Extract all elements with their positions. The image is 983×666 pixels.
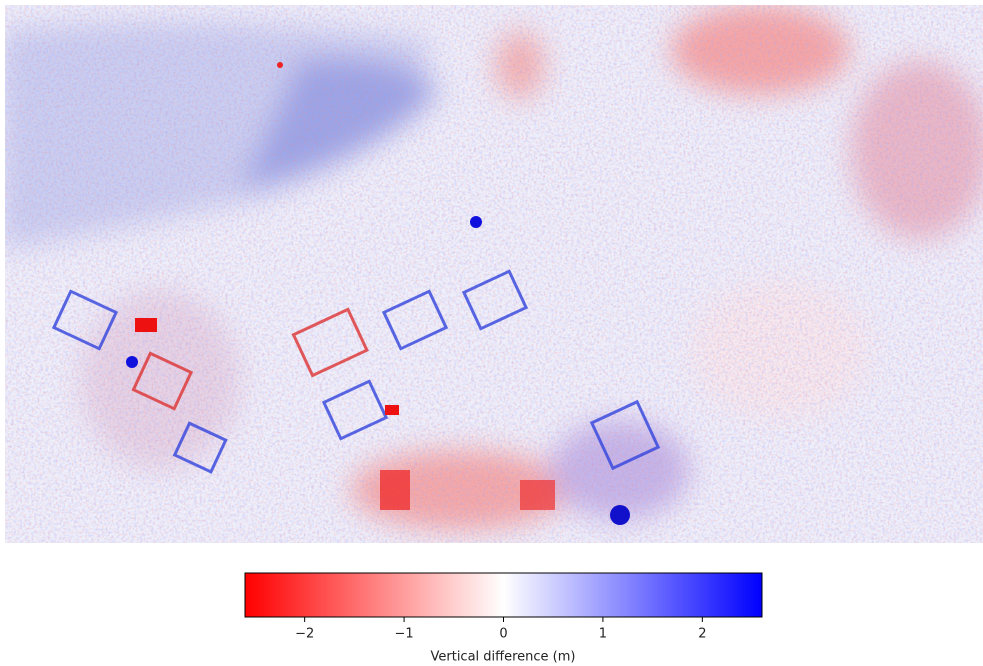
tick-label: −1 (394, 627, 413, 642)
tick-label: 2 (698, 627, 706, 642)
tick-label: 1 (599, 627, 607, 642)
figure: Vertical difference (m) −2 −1 0 1 2 (0, 0, 983, 666)
tick-label: −2 (295, 627, 314, 642)
colorbar-ramp (245, 573, 762, 617)
tick-label: 0 (499, 627, 507, 642)
difference-map (0, 5, 983, 543)
colorbar: Vertical difference (m) −2 −1 0 1 2 (245, 573, 762, 665)
colorbar-label: Vertical difference (m) (431, 650, 576, 665)
